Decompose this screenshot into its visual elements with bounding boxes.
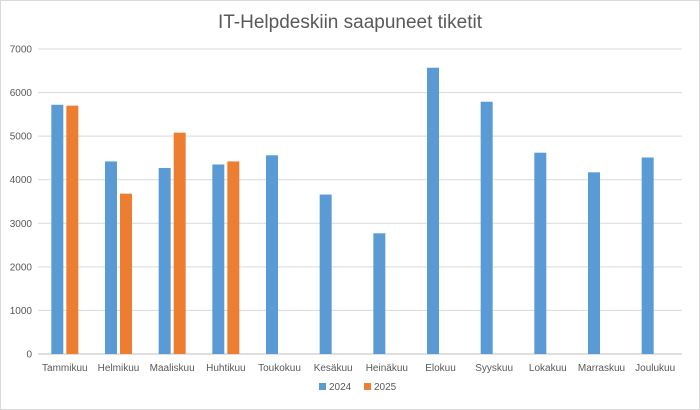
bar-2024	[588, 172, 600, 354]
bar-2025	[66, 105, 79, 355]
legend-label-2024: 2024	[329, 382, 352, 393]
x-tick-label: Kesäkuu	[314, 363, 353, 374]
y-tick-label: 4000	[10, 175, 33, 186]
chart-title: IT-Helpdeskiin saapuneet tiketit	[217, 12, 483, 33]
x-tick-label: Huhtikuu	[206, 363, 245, 374]
y-axis-ticks: 0 1000 2000 3000 4000 5000 6000 7000	[10, 45, 33, 361]
x-tick-label: Heinäkuu	[366, 363, 408, 374]
bar-2024	[534, 152, 547, 354]
x-tick-label: Maaliskuu	[150, 363, 195, 374]
x-tick-label: Joulukuu	[635, 363, 675, 374]
bar-2024	[212, 164, 225, 354]
legend: 2024 2025	[319, 382, 397, 393]
x-tick-label: Lokakuu	[529, 363, 567, 374]
x-axis-ticks: Tammikuu Helmikuu Maaliskuu Huhtikuu Toukoku…	[42, 363, 675, 374]
bar-2024	[427, 67, 439, 354]
gridlines	[38, 48, 682, 355]
bar-2025	[120, 193, 132, 354]
bar-2025	[227, 161, 240, 354]
x-tick-label: Marraskuu	[578, 363, 625, 374]
x-tick-label: Elokuu	[425, 363, 456, 374]
bar-2024	[266, 155, 278, 354]
x-tick-label: Toukokuu	[258, 363, 301, 374]
bar-2025	[173, 132, 186, 354]
y-tick-label: 2000	[10, 262, 33, 273]
y-tick-label: 0	[26, 350, 32, 361]
y-tick-label: 6000	[10, 88, 33, 99]
legend-swatch-2025	[364, 383, 371, 390]
bar-2024	[51, 104, 64, 355]
y-tick-label: 1000	[10, 306, 33, 317]
x-tick-label: Tammikuu	[42, 363, 88, 374]
bar-2024	[641, 157, 654, 354]
legend-label-2025: 2025	[374, 382, 397, 393]
y-tick-label: 5000	[10, 132, 33, 143]
x-tick-label: Syyskuu	[475, 363, 513, 374]
bars	[51, 67, 654, 355]
bar-2024	[105, 161, 117, 354]
bar-2024	[319, 194, 332, 354]
bar-2024	[158, 167, 171, 354]
bar-2024	[373, 233, 386, 354]
x-tick-label: Helmikuu	[98, 363, 140, 374]
y-tick-label: 3000	[10, 219, 33, 230]
legend-swatch-2024	[319, 383, 326, 390]
bar-2024	[480, 101, 493, 354]
y-tick-label: 7000	[10, 45, 33, 56]
